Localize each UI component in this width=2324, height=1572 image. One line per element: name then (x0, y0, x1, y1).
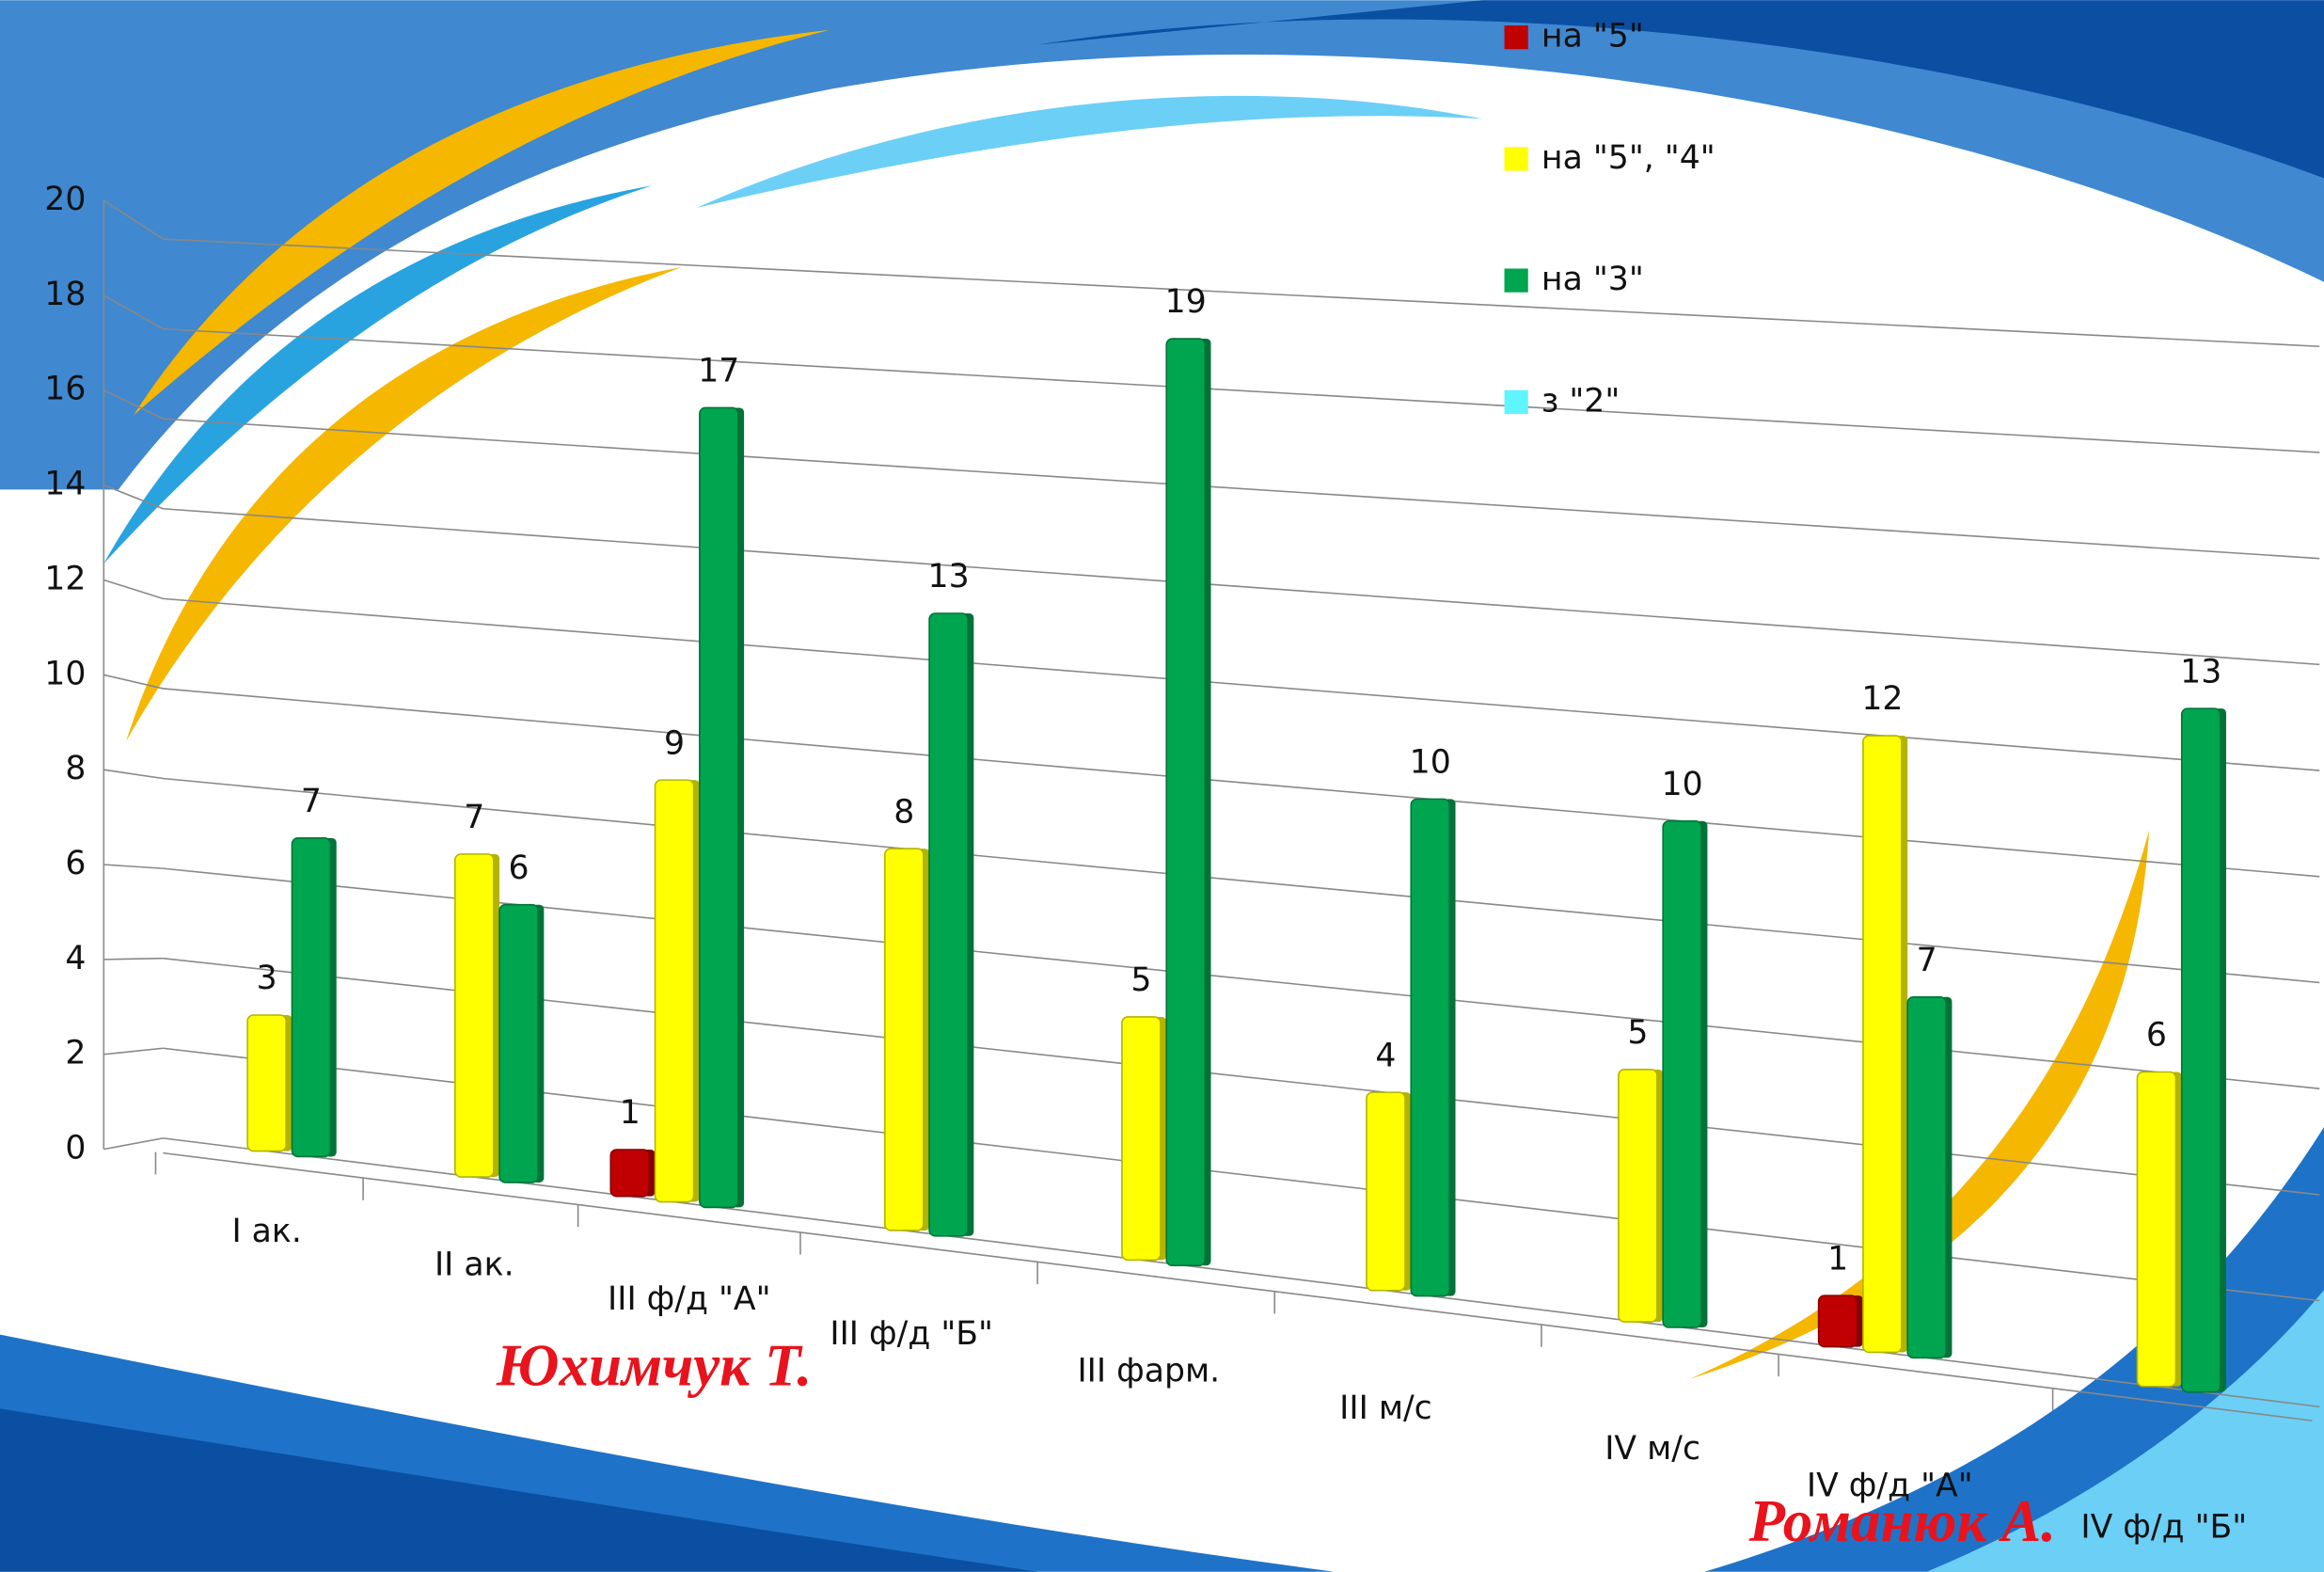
x-tick-label: IV м/с (1605, 1430, 1700, 1468)
grid-line (163, 597, 2320, 771)
x-tick-label: I ак. (231, 1213, 301, 1250)
grid-line (163, 777, 2320, 984)
author-left: Юхимчук Т. (496, 1332, 812, 1398)
x-tick-label: III ф/д "А" (608, 1280, 771, 1318)
grid-line (163, 688, 2320, 878)
bar (1410, 798, 1451, 1297)
grid-line (103, 579, 164, 600)
author-right: Романюк А. (1748, 1488, 2056, 1554)
data-label: 6 (509, 850, 530, 887)
y-tick-label: 12 (44, 560, 86, 597)
grid-line (103, 864, 164, 869)
data-label: 1 (620, 1094, 640, 1132)
data-label: 9 (664, 724, 685, 762)
data-label: 1 (1827, 1240, 1848, 1278)
data-label: 19 (1165, 283, 1207, 321)
y-tick-label: 0 (65, 1130, 86, 1167)
grid-line (103, 389, 164, 420)
y-tick-label: 10 (44, 655, 86, 692)
y-tick-label: 8 (65, 750, 86, 787)
x-tick-label: IV ф/д "А" (1807, 1467, 1973, 1504)
axis (163, 1151, 2313, 1421)
bar (1862, 735, 1903, 1354)
grid-line (163, 418, 2320, 560)
data-label: 4 (1375, 1037, 1396, 1074)
grid-line (163, 507, 2320, 666)
bar (498, 903, 539, 1183)
y-tick-label: 6 (65, 845, 86, 882)
grid-line (103, 674, 164, 690)
bar (2180, 707, 2221, 1393)
data-label: 5 (1627, 1014, 1648, 1052)
data-label: 10 (1662, 766, 1703, 803)
legend-swatch (1504, 147, 1528, 171)
legend-label: на "5", "4" (1541, 139, 1715, 177)
data-label: 12 (1861, 680, 1903, 718)
x-tick-label: III фарм. (1077, 1353, 1220, 1390)
y-tick-label: 20 (44, 181, 86, 218)
legend-swatch (1504, 25, 1528, 50)
bar (2136, 1071, 2177, 1388)
data-label: 7 (464, 799, 484, 836)
grid-line (103, 199, 164, 240)
y-tick-label: 16 (44, 371, 86, 408)
y-tick-label: 4 (65, 940, 86, 977)
grid-line (103, 484, 164, 510)
y-tick-label: 18 (44, 276, 86, 313)
grid-line (163, 327, 2320, 453)
bar (1165, 338, 1206, 1267)
bar (291, 837, 332, 1158)
bar (928, 612, 969, 1237)
legend-label: на "3" (1541, 261, 1644, 298)
legend-label: з "2" (1541, 382, 1620, 420)
data-label: 13 (2180, 653, 2221, 691)
bar (884, 848, 925, 1231)
data-label: 13 (928, 558, 970, 595)
grid-line (163, 238, 2320, 348)
data-label: 5 (1130, 961, 1151, 999)
bar (609, 1149, 651, 1198)
grid-line (103, 1137, 164, 1151)
bar (1906, 995, 1947, 1359)
data-label: 7 (1917, 942, 1937, 979)
data-label: 17 (698, 353, 739, 390)
data-label: 3 (257, 960, 277, 997)
x-tick-label: III ф/д "Б" (830, 1315, 993, 1353)
legend-swatch (1504, 268, 1528, 293)
x-tick-label: IV ф/д "Б" (2080, 1508, 2247, 1546)
grid-line (103, 1047, 164, 1056)
legend-swatch (1504, 389, 1528, 414)
y-tick-label: 2 (65, 1035, 86, 1072)
bar (654, 779, 695, 1203)
bar (1366, 1091, 1406, 1292)
data-label: 8 (893, 793, 914, 831)
grid-line (103, 957, 164, 961)
legend-label: на "5" (1541, 18, 1644, 56)
data-label: 6 (2146, 1017, 2167, 1055)
grid-line (103, 294, 164, 330)
y-tick-label: 14 (44, 466, 86, 503)
x-tick-label: III м/с (1339, 1389, 1432, 1427)
bar (1121, 1016, 1162, 1262)
bar (246, 1014, 287, 1152)
bar (1662, 819, 1702, 1328)
bar (1618, 1069, 1658, 1323)
bar (699, 406, 739, 1209)
data-label: 7 (301, 783, 322, 820)
bar (454, 853, 495, 1178)
grid-line (103, 769, 164, 780)
data-label: 10 (1410, 744, 1451, 782)
bar (1817, 1294, 1858, 1348)
x-tick-label: II ак. (435, 1246, 514, 1284)
